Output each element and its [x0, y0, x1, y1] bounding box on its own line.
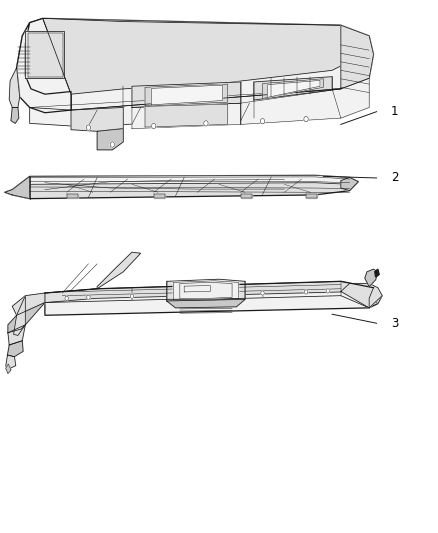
Polygon shape	[28, 33, 63, 77]
Polygon shape	[180, 282, 232, 298]
Circle shape	[87, 295, 90, 300]
Circle shape	[65, 296, 68, 301]
Text: 3: 3	[391, 317, 398, 330]
Circle shape	[152, 123, 156, 128]
Polygon shape	[132, 82, 241, 108]
Polygon shape	[7, 341, 23, 357]
Polygon shape	[97, 128, 123, 150]
Polygon shape	[14, 296, 25, 335]
Polygon shape	[12, 175, 358, 191]
Polygon shape	[254, 77, 341, 100]
Polygon shape	[262, 79, 323, 99]
Polygon shape	[25, 30, 64, 78]
Circle shape	[110, 142, 115, 147]
Circle shape	[130, 294, 134, 298]
Polygon shape	[341, 25, 374, 89]
Polygon shape	[132, 103, 241, 128]
Polygon shape	[6, 364, 11, 374]
Text: 2: 2	[391, 172, 399, 184]
Polygon shape	[167, 279, 245, 301]
Polygon shape	[341, 284, 382, 308]
Polygon shape	[45, 281, 382, 304]
Polygon shape	[341, 177, 358, 191]
Polygon shape	[67, 195, 78, 198]
Polygon shape	[30, 78, 369, 126]
Polygon shape	[154, 195, 165, 198]
Text: 1: 1	[391, 105, 399, 118]
Polygon shape	[173, 281, 239, 300]
Polygon shape	[184, 286, 210, 292]
Polygon shape	[8, 303, 45, 333]
Polygon shape	[167, 300, 245, 308]
Polygon shape	[145, 104, 228, 127]
Polygon shape	[365, 269, 378, 287]
Circle shape	[326, 289, 329, 293]
Polygon shape	[17, 22, 71, 113]
Circle shape	[86, 125, 91, 130]
Polygon shape	[241, 195, 252, 198]
Polygon shape	[11, 108, 19, 123]
Polygon shape	[17, 18, 374, 113]
Circle shape	[304, 290, 308, 294]
Polygon shape	[268, 80, 320, 98]
Circle shape	[204, 120, 208, 126]
Circle shape	[260, 118, 265, 124]
Circle shape	[304, 116, 308, 122]
Polygon shape	[71, 108, 123, 131]
Polygon shape	[45, 286, 382, 316]
Circle shape	[261, 291, 264, 295]
Polygon shape	[152, 85, 223, 105]
Polygon shape	[375, 269, 379, 277]
Polygon shape	[97, 252, 141, 289]
Polygon shape	[43, 18, 369, 94]
Polygon shape	[306, 195, 317, 198]
Polygon shape	[5, 176, 30, 199]
Polygon shape	[6, 355, 16, 368]
Polygon shape	[145, 84, 228, 106]
Polygon shape	[241, 78, 369, 124]
Polygon shape	[5, 175, 358, 199]
Polygon shape	[12, 293, 45, 316]
Polygon shape	[8, 325, 25, 345]
Polygon shape	[9, 68, 20, 108]
